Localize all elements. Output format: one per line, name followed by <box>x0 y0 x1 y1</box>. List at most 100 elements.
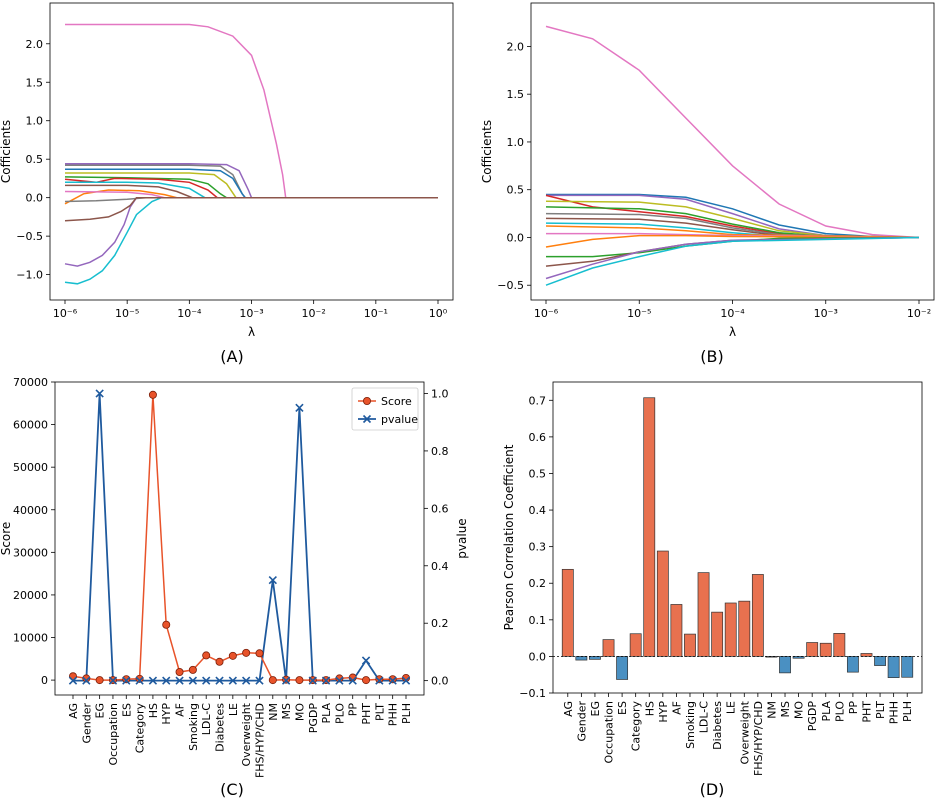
panel-a-x-tick-label: 10⁻¹ <box>364 307 388 320</box>
panel-d-category-label: HS <box>643 701 656 716</box>
panel-c-category-label: HYP <box>160 703 173 725</box>
panel-c-y-tick-label: 20000 <box>13 589 48 602</box>
panel-d-category-label: AG <box>562 701 575 717</box>
panel-d-bar <box>724 602 737 657</box>
panel-a-x-tick-label: 10⁻⁶ <box>53 307 78 320</box>
panel-c-category-label: PHH <box>387 703 400 726</box>
panel-d-bar <box>684 633 696 657</box>
panel-c-category-label: AF <box>174 703 187 717</box>
panel-c-category-label: PLO <box>333 703 346 724</box>
panel-c-y-tick-label: 10000 <box>13 632 48 645</box>
panel-c-pvalue-point <box>361 656 371 665</box>
caption-b: (B) <box>700 347 723 366</box>
panel-b-series-line <box>545 236 920 286</box>
panel-c-score-point <box>215 657 224 666</box>
panel-c-pvalue-point <box>295 403 304 413</box>
panel-c-category-label: Smoking <box>187 703 200 751</box>
panel-d-category-label: MO <box>793 701 806 719</box>
panel-a-y-axis-label: Cofficients <box>0 120 13 183</box>
panel-c-pvalue-point <box>122 676 131 685</box>
panel-d-category-label: Diabetes <box>711 701 724 750</box>
panel-c-legend-score-marker <box>362 396 371 405</box>
panel-c-score-point <box>148 390 157 399</box>
panel-c-pvalue-point <box>335 676 344 685</box>
panel-d-category-label: PHH <box>888 701 901 724</box>
panel-c-score-point <box>162 620 171 629</box>
panel-d-bar <box>887 656 900 678</box>
panel-a-y-tick-label: 2.0 <box>26 38 44 51</box>
panel-b-plot-frame <box>530 2 935 301</box>
panel-d-category-label: PLA <box>820 701 833 722</box>
panel-a-y-tick-label: 0.0 <box>26 192 44 205</box>
panel-d-y-tick-label: 0.3 <box>529 541 547 554</box>
panel-c-category-label: Diabetes <box>214 703 227 752</box>
panel-d-category-label: PP <box>847 701 860 715</box>
panel-a-x-axis-label: λ <box>248 325 255 339</box>
panel-c-category-label: MS <box>280 703 293 719</box>
panel-c-category-label: LE <box>227 703 240 716</box>
panel-b-series-line <box>546 193 920 239</box>
panel-c-score-point <box>95 676 104 685</box>
panel-d-bar <box>589 656 601 660</box>
panel-d-y-tick-label: −0.1 <box>519 687 546 700</box>
panel-d-category-label: PLH <box>901 701 914 722</box>
panel-a-plot-frame <box>49 2 454 301</box>
panel-c-y2-tick-label: 0.6 <box>431 502 449 515</box>
panel-c-category-label: PP <box>347 703 360 717</box>
panel-c-score-point <box>188 665 197 674</box>
panel-c-pvalue-point <box>388 676 397 685</box>
panel-c-score-point <box>295 676 304 685</box>
panel-c-category-label: Overweight <box>240 702 253 766</box>
panel-d-bar <box>806 642 819 657</box>
panel-c-score-line <box>72 394 407 681</box>
caption-a: (A) <box>220 347 243 366</box>
panel-c-y-tick-label: 60000 <box>13 419 48 432</box>
panel-c-category-label: PLA <box>320 703 333 724</box>
panel-a-series-line <box>64 196 438 267</box>
panel-b-y-tick-label: −0.5 <box>497 279 524 292</box>
panel-d-bar <box>901 656 914 678</box>
panel-c-category-label: HS <box>147 703 160 718</box>
panel-a-x-tick-label: 10⁰ <box>429 307 448 320</box>
panel-c-score-point <box>388 675 397 684</box>
panel-d-category-label: HYP <box>657 701 670 723</box>
panel-d-category-label: Occupation <box>603 701 616 764</box>
panel-d-chart: −0.1 0.0 0.1 0.2 0.3 0.4 0.5 0.6 0.7 AG Gender EG Oc… <box>502 381 923 776</box>
panel-d-bar <box>711 611 724 657</box>
panel-c-y-tick-label: 30000 <box>13 546 48 559</box>
panel-d-y-tick-label: 0.5 <box>529 467 547 480</box>
panel-a-y-tick-label: −1.0 <box>16 269 43 282</box>
panel-d-bar <box>765 656 778 658</box>
panel-c-y2-tick-label: 0.8 <box>431 445 449 458</box>
panel-b-x-tick-label: 10⁻² <box>907 307 931 320</box>
panel-c-y2-tick-label: 0.4 <box>431 560 449 573</box>
panel-d-category-label: AF <box>670 701 683 715</box>
panel-b-y-tick-label: 2.0 <box>507 40 525 53</box>
panel-c-score-point <box>122 675 131 684</box>
panel-c-pvalue-point <box>68 676 78 685</box>
panel-c-pvalue-point <box>202 676 211 685</box>
panel-d-category-label: ES <box>616 701 629 715</box>
panel-a-series-line <box>65 23 438 199</box>
panel-c-pvalue-point <box>241 676 251 685</box>
panel-d-bar <box>846 656 859 673</box>
panel-a-series-line <box>64 177 438 199</box>
panel-c-score-point <box>268 676 277 685</box>
panel-a-y-tick-label: −0.5 <box>16 230 43 243</box>
panel-d-category-label: FHS/HYP/CHD <box>752 701 765 776</box>
panel-c-pvalue-point <box>308 676 317 685</box>
panel-d-y-axis-label: Pearson Correlation Coefficient <box>502 444 516 630</box>
panel-d-y-tick-label: 0.2 <box>529 577 547 590</box>
panel-b-y-tick-label: 1.5 <box>507 88 525 101</box>
panel-c-pvalue-point <box>268 575 277 585</box>
panel-c-pvalue-point <box>175 676 184 685</box>
panel-a-y-tick-label: 1.0 <box>26 115 44 128</box>
panel-c-y-tick-label: 0 <box>41 674 48 687</box>
panel-c-category-label: PLT <box>373 703 386 721</box>
panel-c-score-point <box>335 674 344 683</box>
caption-c: (C) <box>220 780 244 799</box>
panel-d-y-tick-label: 0.0 <box>529 650 547 663</box>
panel-d-y-tick-label: 0.7 <box>529 394 547 407</box>
